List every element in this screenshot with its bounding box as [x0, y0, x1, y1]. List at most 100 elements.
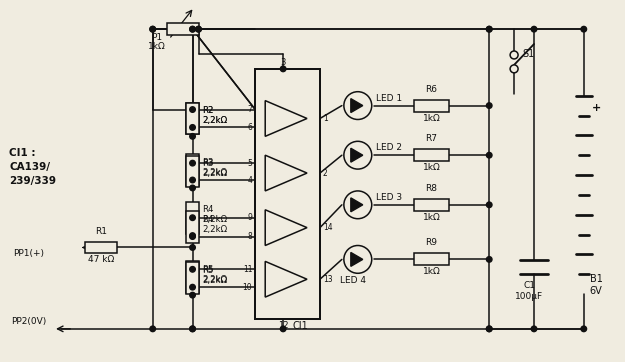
Text: 11: 11 [242, 265, 252, 274]
Text: 2,2kΩ: 2,2kΩ [202, 116, 228, 125]
Text: R5: R5 [202, 266, 214, 275]
Text: R3: R3 [202, 157, 214, 167]
Text: 2,2kΩ: 2,2kΩ [202, 275, 228, 284]
Text: +: + [268, 106, 275, 115]
Text: 1: 1 [323, 114, 328, 123]
Circle shape [486, 202, 492, 207]
Circle shape [190, 292, 196, 298]
Text: C: C [282, 168, 290, 178]
Text: R4: R4 [202, 205, 214, 214]
Circle shape [190, 26, 196, 32]
Text: 13: 13 [323, 275, 332, 284]
Text: 2,2kΩ: 2,2kΩ [202, 169, 228, 178]
Text: R6: R6 [426, 85, 438, 94]
Bar [186, 202, 199, 233]
Circle shape [344, 141, 372, 169]
Text: R3: R3 [202, 159, 214, 168]
Circle shape [486, 152, 492, 158]
Circle shape [190, 233, 196, 238]
Text: 1kΩ: 1kΩ [422, 163, 441, 172]
Circle shape [190, 134, 196, 139]
Circle shape [190, 107, 196, 112]
Text: 12: 12 [278, 321, 288, 330]
Text: R9: R9 [426, 239, 438, 248]
Text: 2,2kΩ: 2,2kΩ [202, 225, 228, 233]
Circle shape [196, 26, 201, 32]
Circle shape [190, 160, 196, 166]
Text: LED 4: LED 4 [340, 276, 366, 285]
Text: R2: R2 [202, 106, 214, 115]
Text: +: + [592, 102, 601, 113]
Text: 7: 7 [248, 105, 252, 114]
Text: 1kΩ: 1kΩ [422, 213, 441, 222]
Text: 2,2kΩ: 2,2kΩ [202, 276, 228, 285]
Text: 2,2kΩ: 2,2kΩ [202, 168, 228, 177]
Text: R5: R5 [202, 265, 214, 274]
Text: −: − [267, 122, 275, 132]
Bar [186, 102, 199, 134]
Text: 5: 5 [248, 159, 252, 168]
Circle shape [510, 65, 518, 73]
Polygon shape [351, 148, 362, 162]
Circle shape [486, 103, 492, 108]
Circle shape [281, 66, 286, 72]
Circle shape [581, 326, 587, 332]
Polygon shape [351, 198, 362, 212]
Circle shape [196, 26, 201, 32]
Circle shape [531, 26, 537, 32]
Text: R1: R1 [95, 227, 107, 236]
Text: 2,2kΩ: 2,2kΩ [202, 116, 228, 125]
Circle shape [190, 234, 196, 239]
Text: 1kΩ: 1kΩ [422, 267, 441, 276]
Bar [414, 149, 449, 161]
Circle shape [344, 191, 372, 219]
Text: 9: 9 [248, 213, 252, 222]
Circle shape [190, 326, 196, 332]
Polygon shape [351, 252, 362, 266]
Text: −: − [267, 283, 275, 293]
Text: R8: R8 [426, 184, 438, 193]
Bar [186, 102, 199, 134]
Text: 1kΩ: 1kΩ [148, 42, 166, 51]
Text: −: − [267, 177, 275, 187]
Bar [414, 100, 449, 111]
Text: B: B [282, 223, 290, 233]
Bar [186, 211, 199, 243]
Circle shape [486, 326, 492, 332]
Text: R4: R4 [202, 215, 214, 224]
Bar [414, 199, 449, 211]
Circle shape [486, 257, 492, 262]
Polygon shape [351, 98, 362, 113]
Text: C1: C1 [523, 281, 535, 290]
Circle shape [190, 125, 196, 130]
Text: PP2(0V): PP2(0V) [11, 317, 47, 326]
Text: +: + [268, 161, 275, 170]
Bar [186, 154, 199, 186]
Circle shape [581, 26, 587, 32]
Text: R2: R2 [202, 106, 214, 115]
Text: 6V: 6V [590, 286, 602, 296]
Text: 8: 8 [248, 232, 252, 241]
Circle shape [190, 177, 196, 183]
Text: S1: S1 [522, 49, 534, 59]
Text: CA139/: CA139/ [9, 162, 51, 172]
Text: 1kΩ: 1kΩ [422, 114, 441, 122]
Text: −: − [267, 232, 275, 241]
Circle shape [486, 26, 492, 32]
Circle shape [486, 26, 492, 32]
Circle shape [531, 326, 537, 332]
Bar [414, 253, 449, 265]
Polygon shape [265, 155, 307, 191]
Bar [167, 23, 199, 35]
Bar [186, 156, 199, 188]
Text: 47 kΩ: 47 kΩ [88, 256, 114, 264]
Circle shape [344, 245, 372, 273]
Polygon shape [265, 101, 307, 136]
Text: LED 2: LED 2 [376, 143, 402, 152]
Circle shape [150, 26, 156, 32]
Text: +: + [268, 267, 275, 276]
Text: CI1: CI1 [292, 321, 308, 331]
Circle shape [190, 215, 196, 220]
Text: A: A [282, 274, 290, 284]
Text: 10: 10 [242, 283, 252, 292]
